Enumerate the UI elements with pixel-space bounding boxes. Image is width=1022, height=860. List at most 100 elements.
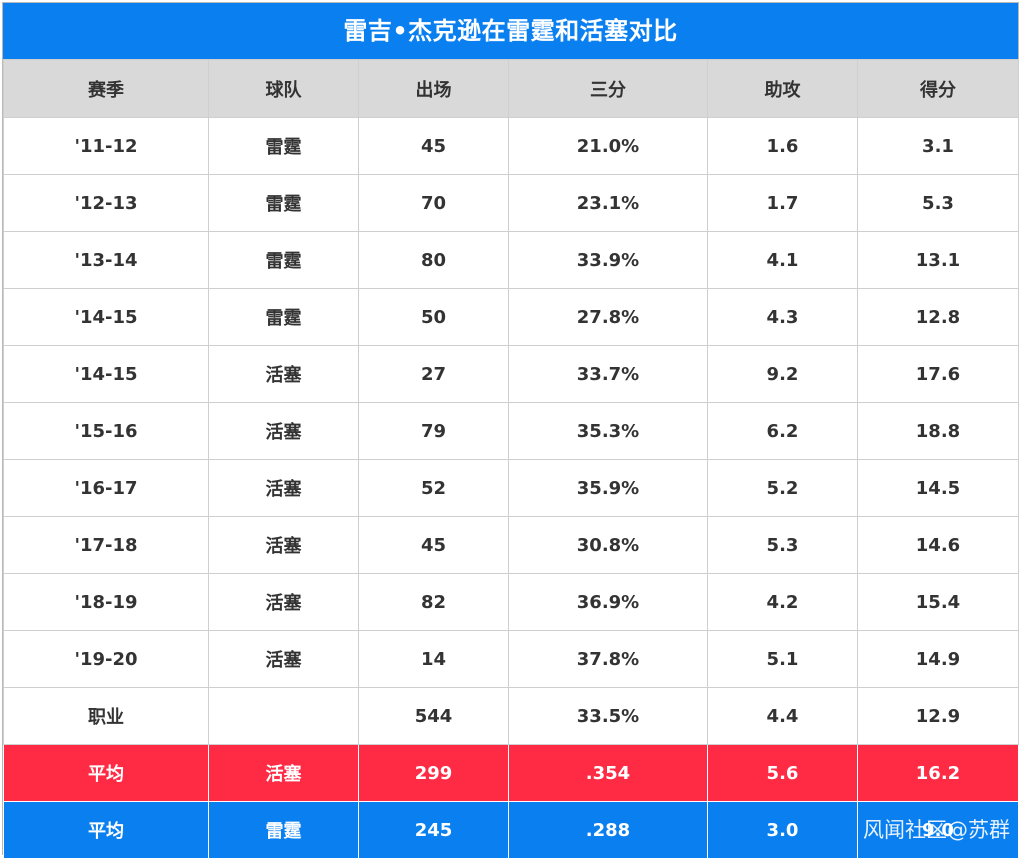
games-cell: 50 <box>358 288 509 346</box>
summary-season-cell: 平均 <box>3 801 209 859</box>
three-point-cell: 35.3% <box>508 402 708 460</box>
three-point-cell: 21.0% <box>508 117 708 175</box>
points-cell: 15.4 <box>857 573 1019 631</box>
points-cell: 14.6 <box>857 516 1019 574</box>
games-cell: 70 <box>358 174 509 232</box>
three-point-cell: 23.1% <box>508 174 708 232</box>
games-cell: 544 <box>358 687 509 745</box>
summary-season-cell: 平均 <box>3 744 209 802</box>
assists-cell: 5.3 <box>707 516 858 574</box>
assists-cell: 4.4 <box>707 687 858 745</box>
summary-row: 平均 活塞 299.354 5.6 16.2 <box>3 744 1019 802</box>
watermark: 风闻社区@苏群 <box>863 818 1010 842</box>
assists-cell: 4.2 <box>707 573 858 631</box>
three-point-cell: 35.9% <box>508 459 708 517</box>
season-cell: '14-15 <box>3 288 209 346</box>
table-row: '13-14 雷霆 80 33.9% 4.1 13.1 <box>3 231 1019 289</box>
team-cell: 活塞 <box>208 345 359 403</box>
team-cell: 活塞 <box>208 630 359 688</box>
summary-assists-cell: 3.0 <box>707 801 858 859</box>
assists-cell: 5.1 <box>707 630 858 688</box>
team-cell: 活塞 <box>208 459 359 517</box>
points-cell: 18.8 <box>857 402 1019 460</box>
assists-cell: 4.3 <box>707 288 858 346</box>
summary-games-cell: 299 <box>358 744 509 802</box>
table-row: '14-15 雷霆 50 27.8% 4.3 12.8 <box>3 288 1019 346</box>
table-row: '14-15 活塞 27 33.7% 9.2 17.6 <box>3 345 1019 403</box>
season-cell: '18-19 <box>3 573 209 631</box>
assists-cell: 6.2 <box>707 402 858 460</box>
games-cell: 79 <box>358 402 509 460</box>
team-cell <box>208 687 359 745</box>
three-point-cell: 33.9% <box>508 231 708 289</box>
season-cell: '14-15 <box>3 345 209 403</box>
column-header-season: 赛季 <box>3 59 209 118</box>
comparison-table: 赛季 球队 出场 三分 助攻 得分 '11-12 雷霆 45 21.0% 1.6 3.1 '… <box>3 59 1019 859</box>
season-cell: '19-20 <box>3 630 209 688</box>
points-cell: 3.1 <box>857 117 1019 175</box>
column-header-games: 出场 <box>358 59 509 118</box>
points-cell: 12.8 <box>857 288 1019 346</box>
team-cell: 活塞 <box>208 402 359 460</box>
games-cell: 45 <box>358 516 509 574</box>
summary-points-cell: 16.2 <box>857 744 1019 802</box>
team-cell: 雷霆 <box>208 117 359 175</box>
column-header-points: 得分 <box>857 59 1019 118</box>
summary-team-cell: 雷霆 <box>208 801 359 859</box>
games-cell: 52 <box>358 459 509 517</box>
table-row: '15-16 活塞 79 35.3% 6.2 18.8 <box>3 402 1019 460</box>
season-cell: '17-18 <box>3 516 209 574</box>
three-point-cell: 33.5% <box>508 687 708 745</box>
assists-cell: 4.1 <box>707 231 858 289</box>
games-cell: 27 <box>358 345 509 403</box>
summary-games-cell: 245 <box>358 801 509 859</box>
column-header-assists: 助攻 <box>707 59 858 118</box>
season-cell: '13-14 <box>3 231 209 289</box>
assists-cell: 5.2 <box>707 459 858 517</box>
games-cell: 14 <box>358 630 509 688</box>
season-cell: '16-17 <box>3 459 209 517</box>
season-cell: '12-13 <box>3 174 209 232</box>
table-body: '11-12 雷霆 45 21.0% 1.6 3.1'12-13 雷霆 70 23.1% 1.7 5… <box>3 117 1019 859</box>
three-point-cell: 27.8% <box>508 288 708 346</box>
games-cell: 80 <box>358 231 509 289</box>
three-point-cell: 37.8% <box>508 630 708 688</box>
table-title: 雷吉•杰克逊在雷霆和活塞对比 <box>3 3 1018 59</box>
assists-cell: 1.6 <box>707 117 858 175</box>
three-point-cell: 36.9% <box>508 573 708 631</box>
table-row: '17-18 活塞 45 30.8% 5.3 14.6 <box>3 516 1019 574</box>
summary-three-point-cell: .288 <box>508 801 708 859</box>
table-row: '16-17 活塞 52 35.9% 5.2 14.5 <box>3 459 1019 517</box>
summary-team-cell: 活塞 <box>208 744 359 802</box>
three-point-cell: 33.7% <box>508 345 708 403</box>
team-cell: 雷霆 <box>208 231 359 289</box>
team-cell: 活塞 <box>208 516 359 574</box>
summary-three-point-cell: .354 <box>508 744 708 802</box>
table-row: '19-20 活塞 14 37.8% 5.1 14.9 <box>3 630 1019 688</box>
team-cell: 活塞 <box>208 573 359 631</box>
table-row: '11-12 雷霆 45 21.0% 1.6 3.1 <box>3 117 1019 175</box>
table-row: 职业 544 33.5% 4.4 12.9 <box>3 687 1019 745</box>
column-header-row: 赛季 球队 出场 三分 助攻 得分 <box>3 59 1019 118</box>
points-cell: 17.6 <box>857 345 1019 403</box>
summary-assists-cell: 5.6 <box>707 744 858 802</box>
points-cell: 13.1 <box>857 231 1019 289</box>
assists-cell: 1.7 <box>707 174 858 232</box>
summary-row: 平均 雷霆 245.288 3.0 9.0 <box>3 801 1019 859</box>
assists-cell: 9.2 <box>707 345 858 403</box>
season-cell: '11-12 <box>3 117 209 175</box>
column-header-three-point: 三分 <box>508 59 708 118</box>
points-cell: 14.9 <box>857 630 1019 688</box>
three-point-cell: 30.8% <box>508 516 708 574</box>
points-cell: 5.3 <box>857 174 1019 232</box>
season-cell: '15-16 <box>3 402 209 460</box>
games-cell: 45 <box>358 117 509 175</box>
season-cell: 职业 <box>3 687 209 745</box>
team-cell: 雷霆 <box>208 288 359 346</box>
summary-points-cell: 9.0 <box>857 801 1019 859</box>
table-row: '18-19 活塞 82 36.9% 4.2 15.4 <box>3 573 1019 631</box>
points-cell: 14.5 <box>857 459 1019 517</box>
games-cell: 82 <box>358 573 509 631</box>
team-cell: 雷霆 <box>208 174 359 232</box>
